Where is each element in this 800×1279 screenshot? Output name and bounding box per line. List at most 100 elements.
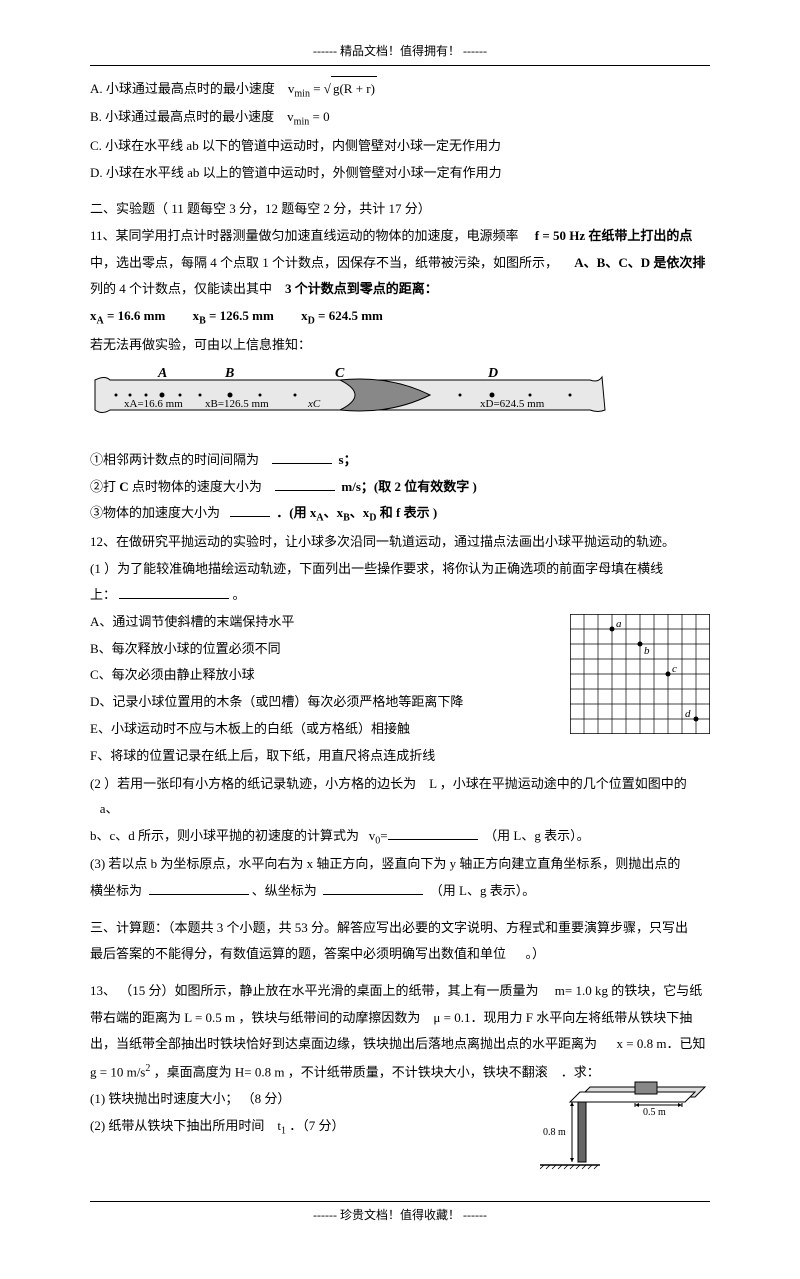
opt-a-formula: vmin = √g(R + r) xyxy=(288,81,377,96)
grid-figure: a b c d xyxy=(570,614,710,743)
q11b2-text: A、B、C、D 是依次排 xyxy=(574,255,705,270)
q11-2d: m/s；(取 2 位有效数字 ) xyxy=(341,479,476,494)
q13d-sup: 2 xyxy=(145,1063,150,1074)
page-footer: ------ 珍贵文档！值得收藏！ ------ xyxy=(90,1201,710,1229)
grid-d-label: d xyxy=(685,708,691,720)
q11c-text: 列的 4 个计数点，仅能读出其中 xyxy=(90,281,272,296)
sqrt-content: g(R + r) xyxy=(331,76,377,102)
diag-05-label: 0.5 m xyxy=(643,1107,666,1118)
q13-2c: ．（7 分） xyxy=(289,1118,344,1133)
blank-field[interactable] xyxy=(388,826,478,840)
q13c-text: 出，当纸带全部抽出时铁块恰好到达桌面边缘，铁块抛出后落地点离抛出点的水平距离为 xyxy=(90,1036,597,1051)
q13-line1: 13、 （15 分）如图所示，静止放在水平光滑的桌面上的纸带，其上有一质量为 m… xyxy=(90,979,710,1004)
q13-2-text: (2) 纸带从铁块下抽出所用时间 xyxy=(90,1118,264,1133)
q11a-text: 11、某同学用打点计时器测量做匀加速直线运动的物体的加速度，电源频率 xyxy=(90,228,519,243)
q13a-text: 13、 （15 分）如图所示，静止放在水平光滑的桌面上的纸带，其上有一质量为 xyxy=(90,983,539,998)
v-sub: min xyxy=(294,88,310,99)
sub-a: A xyxy=(316,513,323,524)
xb-sub: B xyxy=(199,316,206,327)
sec3c-text: 。） xyxy=(526,946,546,961)
q13d2-text: ，桌面高度为 H= 0.8 m ，不计纸带质量，不计铁块大小，铁块不翻滚 xyxy=(154,1064,548,1079)
q11-3a: ③物体的加速度大小为 xyxy=(90,505,220,520)
v-sub-b: min xyxy=(294,117,310,128)
q11c2-text: 3 个计数点到零点的距离： xyxy=(285,281,438,296)
q13d3-text: ．求： xyxy=(561,1064,600,1079)
xb-val: = 126.5 mm xyxy=(206,308,274,323)
q12-2f: = xyxy=(380,828,387,843)
q11-2b: C xyxy=(119,479,128,494)
sub-b: B xyxy=(343,513,350,524)
q12b3-text: 。 xyxy=(233,587,246,602)
q12-3b: 横坐标为 xyxy=(90,883,142,898)
v-eq-b: = 0 xyxy=(309,109,329,124)
q11-line1: 11、某同学用打点计时器测量做匀加速直线运动的物体的加速度，电源频率 f = 5… xyxy=(90,224,710,249)
grid-c-label: c xyxy=(672,663,677,675)
q11-3b: ．(用 x xyxy=(276,505,316,520)
q11-sub3: ③物体的加速度大小为 ．(用 xA、xB、xD 和 f 表示 ) xyxy=(90,501,710,528)
q11-3d: 、x xyxy=(350,505,370,520)
blank-field[interactable] xyxy=(119,585,229,599)
q12-3c: 、纵坐标为 xyxy=(252,883,317,898)
q12-sub3b: 横坐标为 、纵坐标为 （用 L、g 表示）。 xyxy=(90,879,710,904)
q13b2-text: μ = 0.1．现用力 F 水平向左将纸带从铁块下抽 xyxy=(433,1010,692,1025)
tape-xd: xD=624.5 mm xyxy=(480,398,545,410)
q11b-text: 中，选出零点，每隔 4 个点取 1 个计数点，因保存不当，纸带被污染，如图所示， xyxy=(90,255,558,270)
q11-2c: 点时物体的速度大小为 xyxy=(129,479,262,494)
tape-label-b: B xyxy=(224,366,234,381)
q13-line2: 带右端的距离为 L = 0.5 m ，铁块与纸带间的动摩擦因数为 μ = 0.1… xyxy=(90,1006,710,1031)
q11-line4: 若无法再做实验，可由以上信息推知： xyxy=(90,333,710,358)
q12b2-text: 上： xyxy=(90,587,116,602)
tape-label-a: A xyxy=(157,366,167,381)
q11-2a: ②打 xyxy=(90,479,119,494)
blank-field[interactable] xyxy=(323,881,423,895)
option-b: B. 小球通过最高点时的最小速度 vmin = 0 xyxy=(90,105,710,132)
tape-label-c: C xyxy=(335,366,345,381)
q11-line2: 中，选出零点，每隔 4 个点取 1 个计数点，因保存不当，纸带被污染，如图所示，… xyxy=(90,251,710,276)
q13-line3: 出，当纸带全部抽出时铁块恰好到达桌面边缘，铁块抛出后落地点离抛出点的水平距离为 … xyxy=(90,1032,710,1057)
blank-field[interactable] xyxy=(230,503,270,517)
blank-field[interactable] xyxy=(275,477,335,491)
section-3-title-b: 最后答案的不能得分，有数值运算的题，答案中必须明确写出数值和单位 。） xyxy=(90,942,710,967)
q12-2d: b、c、d 所示，则小球平抛的初速度的计算式为 xyxy=(90,828,359,843)
opt-a-text: A. 小球通过最高点时的最小速度 xyxy=(90,81,275,96)
sec3b-text: 最后答案的不能得分，有数值运算的题，答案中必须明确写出数值和单位 xyxy=(90,946,506,961)
grid-b-label: b xyxy=(644,645,650,657)
grid-a-label: a xyxy=(616,618,622,630)
xd-sub: D xyxy=(308,316,315,327)
q12-line2: (1 ）为了能较准确地描绘运动轨迹，下面列出一些操作要求，将你认为正确选项的前面… xyxy=(90,557,710,582)
opt-b-text: B. 小球通过最高点时的最小速度 xyxy=(90,109,274,124)
q12-line2b: 上： 。 xyxy=(90,583,710,608)
q12-2a: (2 ）若用一张印有小方格的纸记录轨迹，小方格的边长为 xyxy=(90,776,416,791)
page-header: ------ 精品文档！值得拥有！ ------ xyxy=(90,40,710,66)
q11-line3: 列的 4 个计数点，仅能读出其中 3 个计数点到零点的距离： xyxy=(90,277,710,302)
tape-diagram: A B C D xA=16.6 mm xB=126.5 mm xC xD=624… xyxy=(90,365,710,434)
blank-field[interactable] xyxy=(149,881,249,895)
q13b-text: 带右端的距离为 L = 0.5 m ，铁块与纸带间的动摩擦因数为 xyxy=(90,1010,420,1025)
q13-2sub: 1 xyxy=(281,1125,286,1136)
tape-label-d: D xyxy=(487,366,498,381)
q11-3e: 和 f 表示 ) xyxy=(377,505,438,520)
sub-d: D xyxy=(369,513,376,524)
q12-2g: （用 L、g 表示）。 xyxy=(484,828,589,843)
q11-1a: ①相邻两计数点的时间间隔为 xyxy=(90,452,259,467)
q11-1b: s； xyxy=(339,452,357,467)
xd-val: = 624.5 mm xyxy=(315,308,383,323)
blank-field[interactable] xyxy=(272,450,332,464)
section-3-title: 三、计算题：（本题共 3 个小题，共 53 分。解答应写出必要的文字说明、方程式… xyxy=(90,916,710,941)
q11-values: xA = 16.6 mm xB = 126.5 mm xD = 624.5 mm xyxy=(90,304,710,331)
option-c: C. 小球在水平线 ab 以下的管道中运动时，内侧管壁对小球一定无作用力 xyxy=(90,134,710,159)
q11-sub2: ②打 C 点时物体的速度大小为 m/s；(取 2 位有效数字 ) xyxy=(90,475,710,500)
tape-xb: xB=126.5 mm xyxy=(205,398,269,410)
q11-sub1: ①相邻两计数点的时间间隔为 s； xyxy=(90,448,710,473)
option-d: D. 小球在水平线 ab 以上的管道中运动时，外侧管壁对小球一定有作用力 xyxy=(90,161,710,186)
diag-08-label: 0.8 m xyxy=(543,1127,566,1138)
section-2-title: 二、实验题（ 11 题每空 3 分，12 题每空 2 分，共计 17 分） xyxy=(90,197,710,222)
q12-2b: L ，小球在平抛运动途中的几个位置如图中的 xyxy=(429,776,687,791)
q12-opt-f: F、将球的位置记录在纸上后，取下纸，用直尺将点连成折线 xyxy=(90,744,710,769)
q12-line1: 12、在做研究平抛运动的实验时，让小球多次沿同一轨道运动，通过描点法画出小球平抛… xyxy=(90,530,710,555)
q12-sub3: (3) 若以点 b 为坐标原点，水平向右为 x 轴正方向，竖直向下为 y 轴正方… xyxy=(90,852,710,877)
q12-sub2: (2 ）若用一张印有小方格的纸记录轨迹，小方格的边长为 L ，小球在平抛运动途中… xyxy=(90,772,710,821)
q12-sub2b: b、c、d 所示，则小球平抛的初速度的计算式为 v0= （用 L、g 表示）。 xyxy=(90,824,710,851)
opt-b-formula: vmin = 0 xyxy=(287,109,329,124)
tape-xc: xC xyxy=(307,398,321,410)
